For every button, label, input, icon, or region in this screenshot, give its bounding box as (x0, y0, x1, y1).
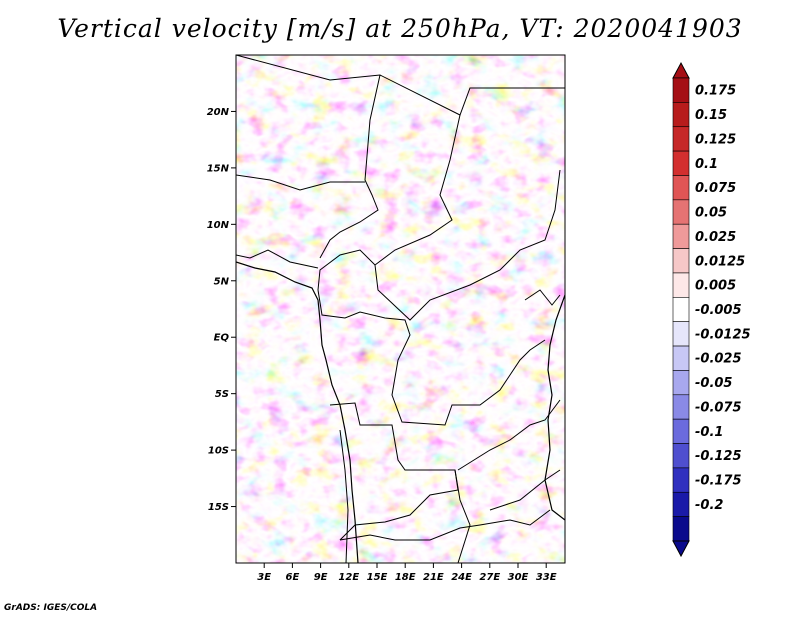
colorbar-label: -0.2 (695, 498, 723, 513)
lon-tick-label: 24E (451, 572, 472, 583)
colorbar-swatch (672, 150, 690, 176)
longitude-axis: 3E 6E 9E 12E 15E 18E 21E 24E 27E 30E 33E (257, 563, 557, 583)
colorbar-swatch (672, 467, 690, 493)
lon-tick-label: 21E (423, 572, 444, 583)
lon-tick-label: 15E (367, 572, 388, 583)
colorbar-swatch (672, 126, 690, 152)
country-borders (236, 55, 565, 563)
map-frame (235, 54, 566, 564)
colorbar-label: 0.175 (695, 84, 736, 99)
lon-tick-label: 3E (257, 572, 271, 583)
lat-tick-label: 15N (207, 163, 230, 174)
lat-tick-label: 5N (214, 276, 230, 287)
colorbar-swatch (672, 345, 690, 371)
colorbar-label: 0.075 (695, 181, 736, 196)
lon-tick-label: 33E (536, 572, 557, 583)
colorbar-label: -0.025 (695, 352, 742, 367)
lat-tick-label: 10S (208, 446, 229, 457)
colorbar-label: 0.025 (695, 230, 736, 245)
lat-tick-label: 15S (208, 502, 229, 513)
coastline (236, 261, 565, 563)
colorbar-label: 0.005 (695, 279, 736, 294)
lat-tick-label: 5S (215, 389, 229, 400)
colorbar-swatch (672, 370, 690, 396)
colorbar-label: 0.15 (695, 108, 727, 123)
colorbar-label: -0.175 (695, 474, 742, 489)
colorbar-label: -0.125 (695, 449, 742, 464)
colorbar-label: -0.005 (695, 303, 742, 318)
colorbar-label: 0.05 (695, 206, 727, 221)
colorbar-swatch (672, 175, 690, 201)
colorbar-swatch (672, 516, 690, 542)
chart-title: Vertical velocity [m/s] at 250hPa, VT: 2… (57, 14, 743, 43)
lat-tick-label: EQ (214, 333, 230, 344)
colorbar-swatch (672, 491, 690, 517)
colorbar-swatch (672, 102, 690, 128)
colorbar-label: -0.0125 (695, 327, 751, 342)
lon-tick-label: 27E (479, 572, 500, 583)
credit-label: GrADS: IGES/COLA (4, 603, 98, 613)
colorbar-label: -0.1 (695, 425, 723, 440)
colorbar-swatch (672, 394, 690, 420)
lon-tick-label: 6E (286, 572, 300, 583)
colorbar-swatch (672, 223, 690, 249)
lon-tick-label: 12E (338, 572, 359, 583)
colorbar-swatch (672, 321, 690, 347)
colorbar: 0.175 0.15 0.125 0.1 0.075 0.05 0.025 0.0125 0.0… (672, 61, 751, 558)
lon-tick-label: 18E (395, 572, 416, 583)
colorbar-top-arrow (672, 61, 690, 79)
colorbar-label: -0.075 (695, 400, 742, 415)
lon-tick-label: 30E (508, 572, 529, 583)
colorbar-swatch (672, 77, 690, 103)
colorbar-bottom-arrow (672, 540, 690, 558)
colorbar-swatch (672, 272, 690, 298)
velocity-field (236, 55, 565, 563)
lat-tick-label: 10N (207, 220, 230, 231)
colorbar-swatch (672, 418, 690, 444)
colorbar-label: 0.1 (695, 157, 718, 172)
colorbar-swatch (672, 248, 690, 274)
colorbar-label: -0.05 (695, 376, 732, 391)
lat-tick-label: 20N (207, 107, 230, 118)
colorbar-label: 0.0125 (695, 254, 745, 269)
latitude-axis: 20N 15N 10N 5N EQ 5S 10S 15S (207, 107, 236, 513)
colorbar-label: 0.125 (695, 132, 736, 147)
lon-tick-label: 9E (314, 572, 328, 583)
colorbar-swatch (672, 443, 690, 469)
colorbar-swatch (672, 199, 690, 225)
colorbar-swatch (672, 297, 690, 322)
